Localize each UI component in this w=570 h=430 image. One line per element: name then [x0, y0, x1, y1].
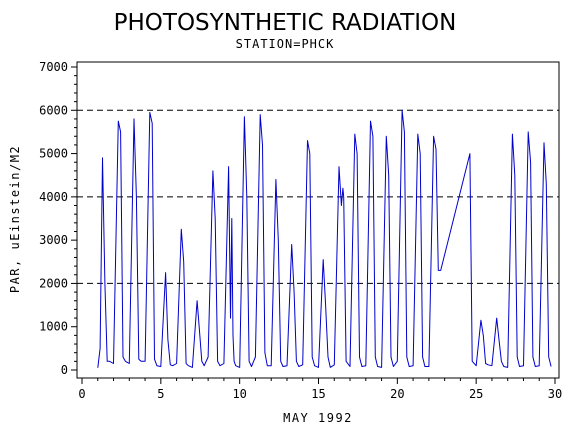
x-tick-label: 5: [157, 387, 164, 401]
x-tick-label: 25: [469, 387, 483, 401]
y-tick-label: 3000: [39, 233, 68, 247]
y-axis: 0 1000 2000 3000 4000 5000 6000 7000: [39, 60, 77, 377]
reference-lines: [77, 109, 559, 284]
x-axis-label: MAY 1992: [283, 411, 353, 425]
y-tick-label: 1000: [39, 320, 68, 334]
series-line-0: [97, 109, 552, 368]
y-tick-label: 7000: [39, 60, 68, 74]
chart-title: PHOTOSYNTHETIC RADIATION: [114, 10, 457, 36]
series-group: [97, 109, 552, 368]
chart-subtitle: STATION=PHCK: [236, 37, 335, 51]
y-tick-label: 6000: [39, 103, 68, 117]
y-tick-label: 0: [61, 363, 68, 377]
x-axis: 0 5 10 15 20 25 30: [78, 378, 562, 401]
y-tick-label: 5000: [39, 147, 68, 161]
x-tick-label: 15: [311, 387, 325, 401]
plot-frame: [76, 61, 560, 379]
x-tick-label: 20: [390, 387, 404, 401]
x-tick-label: 10: [232, 387, 246, 401]
x-tick-label: 0: [78, 387, 85, 401]
y-axis-label: PAR, uEinstein/M2: [8, 145, 22, 293]
y-tick-label: 4000: [39, 190, 68, 204]
x-tick-label: 30: [548, 387, 562, 401]
y-tick-label: 2000: [39, 276, 68, 290]
